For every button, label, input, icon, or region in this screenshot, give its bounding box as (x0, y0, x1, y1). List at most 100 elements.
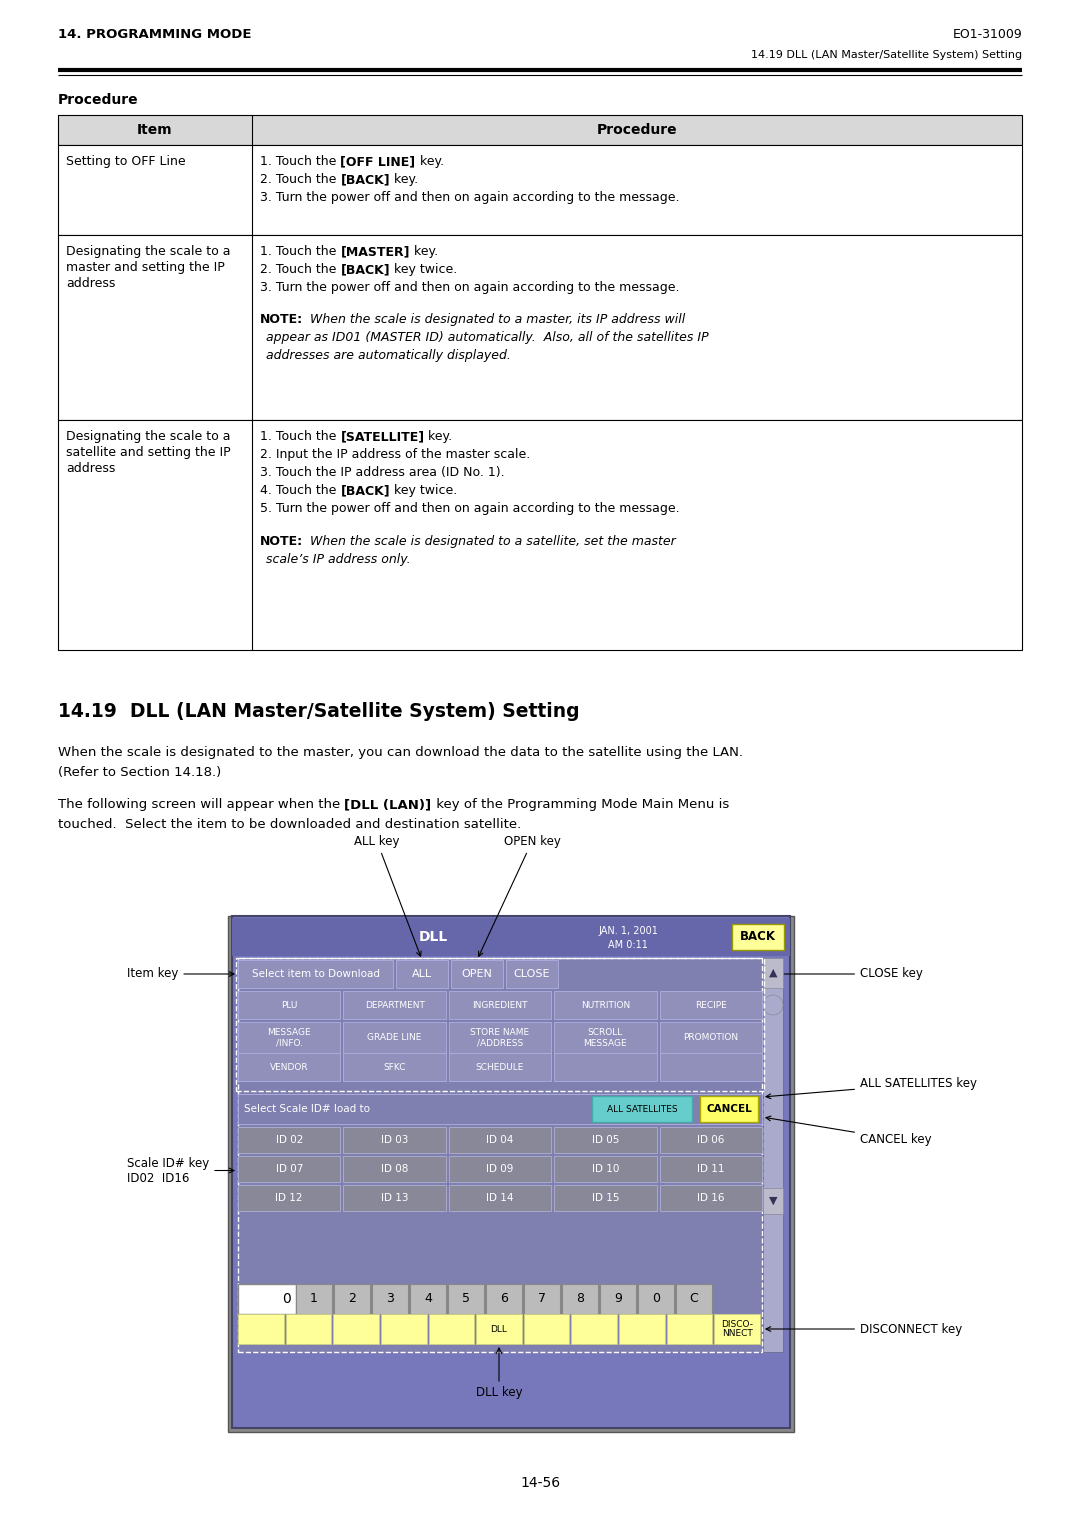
Bar (396, 960, 448, 989)
Bar (660, 1128, 762, 1154)
Bar (762, 958, 783, 1352)
Text: 4. Touch the: 4. Touch the (260, 484, 340, 497)
Bar (343, 1157, 446, 1183)
Text: CANCEL key: CANCEL key (766, 1115, 932, 1146)
Text: AM 0:11: AM 0:11 (608, 940, 648, 949)
Text: 2. Touch the: 2. Touch the (260, 263, 340, 277)
Bar (449, 1186, 551, 1212)
Text: SCROLL
MESSAGE: SCROLL MESSAGE (583, 1028, 627, 1048)
Bar (554, 992, 657, 1019)
Text: 8: 8 (576, 1293, 584, 1305)
Bar (232, 918, 789, 957)
Text: [DLL (LAN)]: [DLL (LAN)] (345, 798, 432, 811)
Text: NOTE:: NOTE: (260, 313, 303, 325)
Text: BACK: BACK (740, 931, 777, 943)
Text: VENDOR: VENDOR (270, 1062, 309, 1071)
Text: 3: 3 (386, 1293, 394, 1305)
Text: (Refer to Section 14.18.): (Refer to Section 14.18.) (58, 766, 221, 779)
Text: The following screen will appear when the: The following screen will appear when th… (58, 798, 345, 811)
Text: Procedure: Procedure (596, 122, 677, 138)
Bar (296, 1284, 332, 1314)
Text: Item key: Item key (127, 967, 234, 981)
Text: PROMOTION: PROMOTION (684, 1033, 739, 1042)
Bar (451, 960, 503, 989)
Text: Designating the scale to a: Designating the scale to a (66, 244, 230, 258)
Bar (524, 1314, 569, 1345)
Text: Setting to OFF Line: Setting to OFF Line (66, 154, 186, 168)
Text: Select Scale ID# load to: Select Scale ID# load to (244, 1105, 370, 1114)
Text: SCHEDULE: SCHEDULE (476, 1062, 524, 1071)
Bar (660, 992, 762, 1019)
Text: 7: 7 (538, 1293, 546, 1305)
Bar (238, 1128, 340, 1154)
Text: ID 11: ID 11 (697, 1164, 725, 1174)
Bar (381, 1314, 427, 1345)
Bar (486, 1284, 522, 1314)
Text: 1: 1 (310, 1293, 318, 1305)
Text: ALL: ALL (411, 969, 432, 979)
Bar (429, 1314, 474, 1345)
Text: 4: 4 (424, 1293, 432, 1305)
Text: [BACK]: [BACK] (340, 263, 390, 277)
Text: Designating the scale to a: Designating the scale to a (66, 429, 230, 443)
Bar (237, 958, 764, 1091)
Text: ID 02: ID 02 (275, 1135, 302, 1144)
Text: key.: key. (390, 173, 418, 186)
Text: ID 13: ID 13 (381, 1193, 408, 1203)
Text: 3. Touch the IP address area (ID No. 1).: 3. Touch the IP address area (ID No. 1). (260, 466, 504, 478)
Text: Scale ID# key
ID02  ID16: Scale ID# key ID02 ID16 (127, 1157, 234, 1184)
Text: ID 06: ID 06 (697, 1135, 725, 1144)
Circle shape (762, 995, 783, 1015)
Text: ID 10: ID 10 (592, 1164, 619, 1174)
Bar (554, 1053, 657, 1080)
Text: CLOSE key: CLOSE key (766, 967, 923, 981)
Bar (228, 915, 794, 1432)
Text: key twice.: key twice. (390, 263, 457, 277)
Text: INGREDIENT: INGREDIENT (472, 1001, 528, 1010)
Bar (476, 1314, 522, 1345)
Text: NUTRITION: NUTRITION (581, 1001, 630, 1010)
Bar (554, 1157, 657, 1183)
Bar (238, 960, 393, 989)
Text: 5: 5 (462, 1293, 470, 1305)
Text: 2: 2 (348, 1293, 356, 1305)
Text: DLL: DLL (490, 1325, 508, 1334)
Text: SFKC: SFKC (383, 1062, 406, 1071)
Bar (238, 992, 340, 1019)
Bar (762, 1187, 783, 1215)
Text: ID 14: ID 14 (486, 1193, 514, 1203)
Bar (660, 1053, 762, 1080)
Text: touched.  Select the item to be downloaded and destination satellite.: touched. Select the item to be downloade… (58, 817, 522, 831)
Text: key.: key. (410, 244, 438, 258)
Text: DEPARTMENT: DEPARTMENT (365, 1001, 424, 1010)
Bar (714, 1314, 760, 1345)
Bar (238, 958, 762, 1352)
Text: MESSAGE
/INFO.: MESSAGE /INFO. (268, 1028, 311, 1048)
Text: OPEN: OPEN (461, 969, 492, 979)
Bar (449, 1053, 551, 1080)
Bar (571, 1314, 617, 1345)
Text: address: address (66, 277, 116, 290)
Bar (372, 1284, 408, 1314)
Bar (449, 1128, 551, 1154)
Text: ID 16: ID 16 (697, 1193, 725, 1203)
Text: addresses are automatically displayed.: addresses are automatically displayed. (266, 348, 511, 362)
Text: OPEN key: OPEN key (478, 834, 561, 957)
Bar (343, 992, 446, 1019)
Bar (600, 1284, 636, 1314)
Bar (238, 1314, 284, 1345)
Text: ID 09: ID 09 (486, 1164, 514, 1174)
Text: CANCEL: CANCEL (706, 1105, 752, 1114)
Bar (238, 1053, 340, 1080)
Text: Item: Item (137, 122, 173, 138)
Text: 3. Turn the power off and then on again according to the message.: 3. Turn the power off and then on again … (260, 281, 679, 293)
Text: 1. Touch the: 1. Touch the (260, 429, 340, 443)
Text: key.: key. (424, 429, 453, 443)
Text: ALL SATELLITES: ALL SATELLITES (607, 1105, 677, 1114)
Bar (507, 960, 558, 989)
Text: 3. Turn the power off and then on again according to the message.: 3. Turn the power off and then on again … (260, 191, 679, 205)
Text: GRADE LINE: GRADE LINE (367, 1033, 422, 1042)
Bar (343, 1128, 446, 1154)
Text: 5. Turn the power off and then on again according to the message.: 5. Turn the power off and then on again … (260, 503, 679, 515)
Text: When the scale is designated to a master, its IP address will: When the scale is designated to a master… (302, 313, 685, 325)
